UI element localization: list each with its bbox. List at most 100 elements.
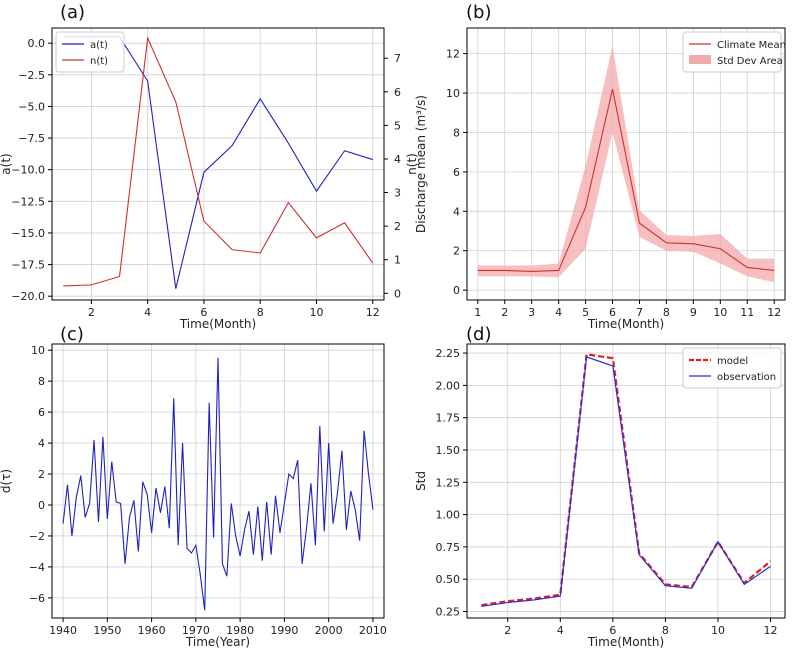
y-tick-label: −4 bbox=[29, 561, 45, 574]
plot-frame-a bbox=[51, 27, 385, 301]
legend-b: Climate Mean Std Dev Area bbox=[682, 31, 786, 73]
y-tick-label: 0.0 bbox=[28, 37, 46, 50]
x-tick-label: 1960 bbox=[138, 624, 166, 637]
series-line-b-0 bbox=[477, 88, 775, 272]
y-tick-label: 2 bbox=[453, 245, 460, 258]
y-tick-label: −17.5 bbox=[11, 259, 45, 272]
x-tick-label: 12 bbox=[366, 306, 380, 319]
y-tick-label: 8 bbox=[38, 375, 45, 388]
y-tick-label: 2 bbox=[38, 468, 45, 481]
x-tick-label: 8 bbox=[663, 306, 670, 319]
x-tick-label: 10 bbox=[713, 306, 727, 319]
y-tick-label: 4 bbox=[453, 205, 460, 218]
y-tick-label: −20.0 bbox=[11, 290, 45, 303]
y-tick-label: 8 bbox=[453, 126, 460, 139]
panel-label-b: (b) bbox=[466, 2, 491, 23]
y-tick-label: 10 bbox=[446, 87, 460, 100]
series-line-d-1 bbox=[481, 356, 771, 607]
legend-box bbox=[55, 31, 125, 73]
x-tick-label: 5 bbox=[582, 306, 589, 319]
chart-panel-c: 1940 1950 1960 1970 1980 1990 2000 2010 −6 −4 −2 0 2… bbox=[0, 324, 387, 649]
legend-label: observation bbox=[717, 372, 776, 383]
y-tick-label: 12 bbox=[446, 48, 460, 61]
y2-tick-label: 0 bbox=[394, 287, 401, 300]
x-tick-label: 6 bbox=[200, 306, 207, 319]
panel-label-d: (d) bbox=[466, 324, 491, 345]
y-tick-label: 1.25 bbox=[436, 476, 461, 489]
x-tick-label: 12 bbox=[764, 624, 778, 637]
x-tick-label: 4 bbox=[144, 306, 151, 319]
y-tick-label: −2 bbox=[29, 530, 45, 543]
x-tick-label: 8 bbox=[257, 306, 264, 319]
y-axis-label: Std bbox=[414, 471, 428, 491]
std-dev-band bbox=[477, 45, 775, 283]
y2-tick-label: 6 bbox=[394, 86, 401, 99]
legend-label: Climate Mean bbox=[717, 40, 786, 51]
x-axis-label: Time(Year) bbox=[185, 635, 250, 649]
x-tick-label: 10 bbox=[309, 306, 323, 319]
legend-box bbox=[682, 347, 782, 389]
y2-tick-label: 3 bbox=[394, 187, 401, 200]
x-tick-label: 4 bbox=[557, 624, 564, 637]
x-tick-label: 1 bbox=[474, 306, 481, 319]
x-tick-label: 10 bbox=[711, 624, 725, 637]
legend-label: a(t) bbox=[90, 40, 108, 51]
plot-frame-c bbox=[51, 343, 385, 619]
y-tick-label: 0.25 bbox=[436, 606, 461, 619]
y-tick-label: 4 bbox=[38, 437, 45, 450]
x-tick-label: 12 bbox=[767, 306, 781, 319]
x-tick-label: 2010 bbox=[359, 624, 387, 637]
x-axis-label: Time(Month) bbox=[587, 635, 664, 649]
y-axis-label: Discharge mean (m³/s) bbox=[414, 95, 428, 233]
y-tick-label: −15.0 bbox=[11, 227, 45, 240]
legend-label: Std Dev Area bbox=[717, 56, 783, 67]
x-tick-label: 2 bbox=[504, 624, 511, 637]
x-tick-label: 2 bbox=[88, 306, 95, 319]
panel-label-a: (a) bbox=[60, 2, 85, 23]
x-axis-label: Time(Month) bbox=[587, 317, 664, 331]
y2-tick-label: 1 bbox=[394, 254, 401, 267]
series-line-a-1 bbox=[63, 36, 374, 287]
y2-tick-label: 7 bbox=[394, 52, 401, 65]
y-axis-label: d(τ) bbox=[0, 469, 13, 493]
plot-frame-d bbox=[466, 343, 786, 619]
y2-tick-label: 5 bbox=[394, 119, 401, 132]
grid-lines-d bbox=[467, 344, 785, 618]
y2-tick-label: 4 bbox=[394, 153, 401, 166]
x-tick-label: 1990 bbox=[270, 624, 298, 637]
y2-tick-label: 2 bbox=[394, 220, 401, 233]
y-tick-label: 1.50 bbox=[436, 444, 461, 457]
y-tick-label: 2.25 bbox=[436, 347, 461, 360]
x-tick-label: 11 bbox=[740, 306, 754, 319]
x-tick-label: 6 bbox=[609, 624, 616, 637]
x-tick-label: 4 bbox=[555, 306, 562, 319]
y-tick-label: 10 bbox=[31, 344, 45, 357]
chart-panel-b: 1 2 3 4 5 6 7 8 9 10 11 12024681012Time(Month)Disch… bbox=[414, 2, 786, 331]
x-tick-label: 9 bbox=[690, 306, 697, 319]
chart-panel-a: 2 4 6 8 10 120.0−2.5−5.0−7.5−10.0−12.5−15.0−1… bbox=[0, 2, 419, 331]
x-axis-label: Time(Month) bbox=[179, 317, 256, 331]
y-axis-label: a(t) bbox=[0, 153, 13, 174]
panel-label-c: (c) bbox=[60, 324, 84, 345]
y-tick-label: 6 bbox=[38, 406, 45, 419]
grid-lines-c bbox=[52, 344, 384, 618]
y-tick-label: −6 bbox=[29, 592, 45, 605]
series-line-d-0 bbox=[481, 353, 772, 607]
y-tick-label: 0.50 bbox=[436, 573, 461, 586]
y-tick-label: −12.5 bbox=[11, 195, 45, 208]
series-line-c-0 bbox=[62, 357, 374, 611]
x-tick-label: 2 bbox=[501, 306, 508, 319]
x-tick-label: 7 bbox=[636, 306, 643, 319]
legend-d: model observation bbox=[682, 347, 782, 389]
x-tick-label: 3 bbox=[528, 306, 535, 319]
legend-label: model bbox=[717, 356, 748, 367]
x-tick-label: 6 bbox=[609, 306, 616, 319]
y-tick-label: 1.75 bbox=[436, 412, 461, 425]
chart-panel-d: 2 4 6 8 10 12 0.25 0.50 0.75 1.00 1.25 1.50 1.75 2.00… bbox=[414, 324, 786, 649]
y-tick-label: 0.75 bbox=[436, 541, 461, 554]
y-tick-label: 0 bbox=[453, 284, 460, 297]
x-tick-label: 1940 bbox=[49, 624, 77, 637]
y-tick-label: −10.0 bbox=[11, 164, 45, 177]
grid-lines-a bbox=[52, 28, 384, 300]
